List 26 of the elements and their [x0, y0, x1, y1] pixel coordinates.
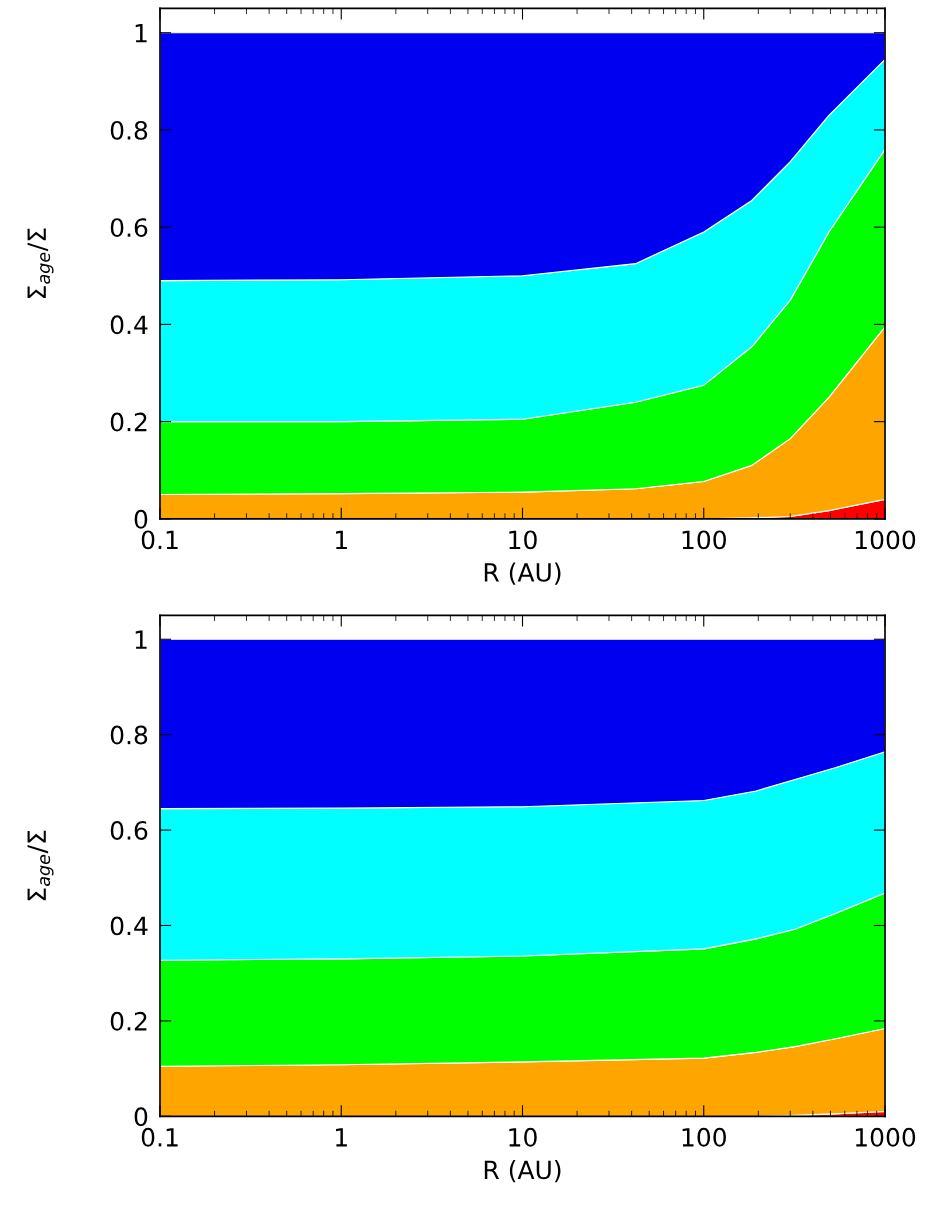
x-axis-title: R (AU) [484, 562, 561, 585]
y-tick-label: 0.6 [110, 821, 148, 840]
y-tick-label: 0.6 [110, 218, 148, 238]
y-axis-title: Σ$_{age}$/Σ [27, 830, 54, 901]
y-tick-label: 0.2 [110, 412, 147, 432]
x-tick-label: 10 [509, 1127, 537, 1147]
x-tick-label: 1000 [855, 1127, 916, 1147]
y-axis-title: Σ$_{age}$/Σ [27, 228, 54, 299]
y-tick-label: 0.2 [110, 1011, 147, 1031]
y-tick-label: 0 [134, 1107, 148, 1127]
y-tick-label: 0.8 [110, 120, 148, 140]
x-tick-label: 1000 [855, 530, 916, 550]
x-tick-label: 100 [682, 1127, 726, 1147]
y-tick-label: 1 [135, 630, 147, 649]
y-tick-label: 1 [135, 24, 147, 43]
y-tick-label: 0.8 [110, 725, 148, 745]
x-tick-label: 0.1 [141, 1127, 178, 1147]
x-tick-label: 1 [336, 1128, 347, 1147]
x-tick-label: 0.1 [141, 530, 178, 550]
x-tick-label: 100 [682, 530, 726, 550]
x-tick-label: 10 [509, 530, 537, 550]
y-tick-label: 0.4 [110, 916, 148, 936]
x-tick-label: 1 [336, 530, 347, 549]
y-tick-label: 0 [134, 509, 148, 529]
y-tick-label: 0.4 [110, 315, 148, 335]
x-axis-title: R (AU) [484, 1159, 561, 1183]
